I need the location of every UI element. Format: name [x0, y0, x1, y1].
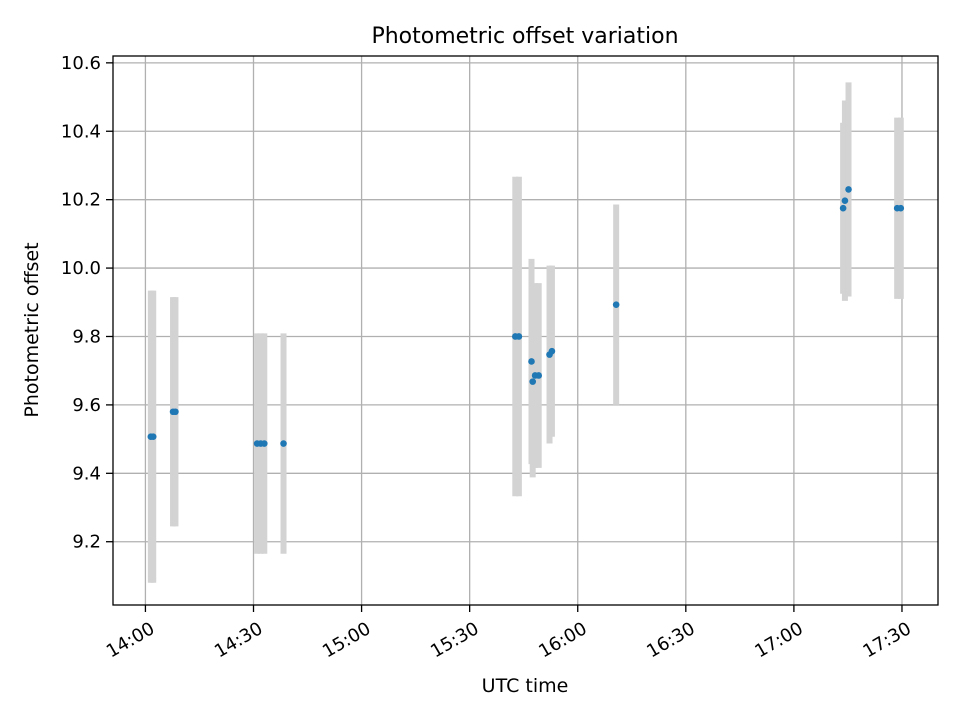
x-tick-label: 16:00: [535, 618, 590, 662]
data-point: [149, 433, 157, 441]
y-tick-label: 9.8: [72, 326, 101, 347]
data-point: [528, 358, 535, 365]
x-tick-label: 15:00: [319, 618, 374, 662]
data-point: [839, 204, 847, 212]
data-point: [515, 333, 523, 340]
data-point: [172, 408, 179, 416]
data-point: [529, 378, 537, 385]
y-tick-label: 9.4: [72, 463, 101, 484]
y-tick-label: 9.2: [72, 532, 101, 553]
x-tick-label: 17:00: [751, 618, 806, 662]
x-axis-label: UTC time: [482, 675, 569, 697]
plot-frame: [112, 55, 939, 606]
y-tick-label: 10.2: [61, 190, 101, 211]
data-points: [147, 186, 905, 447]
x-tick-label: 16:30: [643, 618, 698, 662]
data-point: [535, 372, 543, 379]
grid: [113, 56, 938, 605]
x-axis-ticks: 14:00 14:30 15:00 15:30 16:00 16:30 17:00 17:30: [103, 605, 915, 662]
x-tick-label: 15:30: [427, 618, 482, 662]
data-point: [897, 204, 905, 212]
data-point: [845, 186, 852, 193]
data-point: [261, 440, 268, 447]
data-point: [612, 301, 620, 308]
y-tick-label: 10.4: [61, 121, 101, 142]
x-tick-label: 14:30: [211, 618, 266, 662]
x-tick-label: 14:00: [103, 618, 158, 662]
y-axis-ticks: 9.2 9.4 9.6 9.8 10.0 10.2 10.4 10.6: [61, 53, 113, 553]
error-bars: [147, 82, 904, 583]
x-tick-label: 17:30: [859, 618, 914, 662]
y-tick-label: 10.6: [61, 53, 101, 74]
y-axis-label: Photometric offset: [21, 242, 43, 417]
y-tick-label: 10.0: [61, 258, 101, 279]
chart-title: Photometric offset variation: [371, 24, 678, 49]
data-point: [280, 440, 287, 447]
data-point: [841, 197, 849, 204]
y-tick-label: 9.6: [72, 395, 101, 416]
data-point: [548, 347, 556, 355]
